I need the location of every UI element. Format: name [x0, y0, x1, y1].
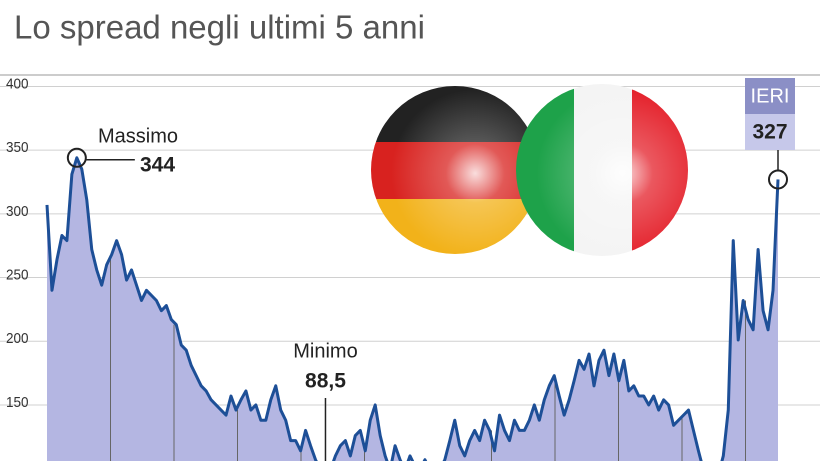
y-tick-label: 400	[6, 76, 29, 93]
y-tick-label: 300	[6, 203, 29, 220]
annotation-text: Minimo	[293, 340, 357, 362]
label-box-top	[745, 78, 795, 114]
y-tick-label: 350	[6, 140, 29, 157]
label-box-bottom	[745, 114, 795, 150]
plot	[45, 156, 780, 461]
line	[45, 156, 780, 461]
flag-germany	[371, 86, 539, 254]
y-tick-label: 200	[6, 331, 29, 348]
chart-title: Lo spread negli ultimi 5 anni	[14, 9, 425, 46]
annotation-text: IERI	[751, 85, 790, 107]
annotation-value: 327	[752, 121, 787, 144]
flag-italy	[516, 84, 688, 256]
annotation-text: Massimo	[98, 125, 178, 147]
y-tick-label: 150	[6, 394, 29, 411]
annotation-value: 344	[140, 154, 175, 177]
y-tick-label: 250	[6, 267, 29, 284]
marker	[768, 169, 788, 190]
marker	[66, 147, 87, 168]
annotations: Massimo 344 Minimo 88,5 IERI 327	[66, 78, 795, 461]
annotation-value: 88,5	[305, 370, 346, 393]
